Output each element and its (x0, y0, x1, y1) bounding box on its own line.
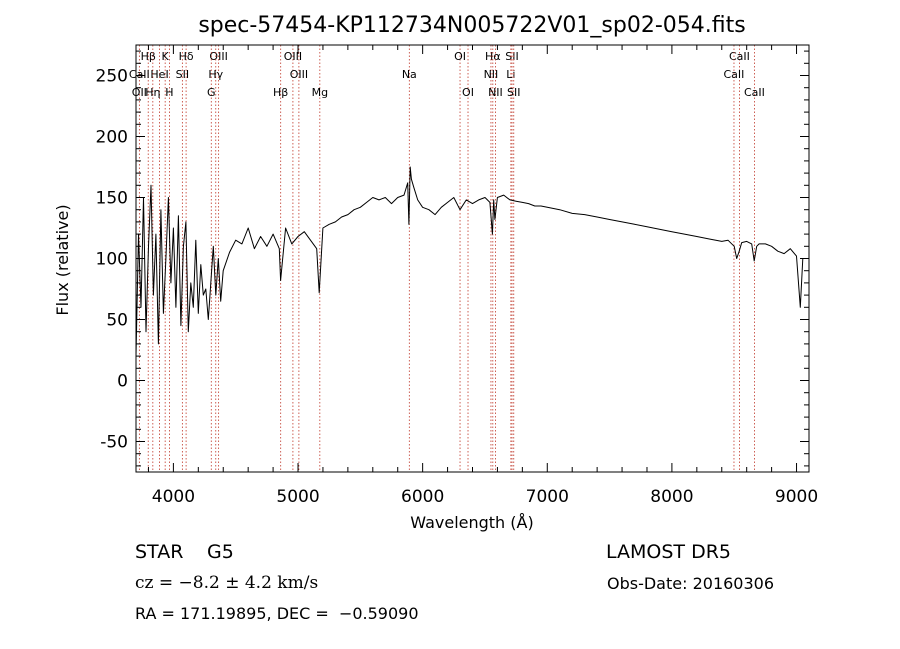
x-tick-label: 7000 (526, 487, 569, 507)
x-tick-label: 8000 (650, 487, 693, 507)
obs-date: Obs-Date: 20160306 (607, 574, 775, 593)
y-tick-label: 200 (96, 128, 128, 148)
line-marker-label: OI (454, 50, 466, 63)
line-marker-label: OIII (284, 50, 302, 63)
spectrum-series (135, 166, 804, 357)
line-marker-label: H (165, 86, 173, 99)
line-marker-label: SII (507, 86, 520, 99)
x-tick-label: 4000 (152, 487, 195, 507)
y-tick-label: 250 (96, 67, 128, 87)
line-marker-label: OIII (209, 50, 227, 63)
x-tick-label: 5000 (276, 487, 319, 507)
x-axis-label: Wavelength (Å) (410, 513, 533, 532)
x-tick-label: 9000 (775, 487, 818, 507)
line-marker-label: SII (176, 68, 189, 81)
line-marker-label: NII (484, 68, 499, 81)
line-marker-label: HeI (150, 68, 168, 81)
x-tick-label: 6000 (401, 487, 444, 507)
spectrum-line (135, 166, 804, 357)
line-marker-label: G (207, 86, 216, 99)
line-marker-label: Hδ (179, 50, 194, 63)
object-class: STAR (135, 541, 184, 563)
line-marker-label: Na (402, 68, 417, 81)
plot-frame (135, 44, 810, 473)
y-tick-label: 150 (96, 189, 128, 209)
line-marker-label: SII (505, 50, 518, 63)
line-marker-label: Hα (485, 50, 501, 63)
line-marker-label: Hβ (141, 50, 156, 63)
y-tick-label: 0 (117, 372, 128, 392)
line-marker-label: Li (506, 68, 515, 81)
y-tick-label: 50 (106, 311, 128, 331)
object-subclass: G5 (207, 541, 234, 563)
survey-label: LAMOST DR5 (606, 541, 731, 563)
line-marker-label: Hβ (273, 86, 288, 99)
line-marker-label: OIII (290, 68, 308, 81)
chart-title: spec-57454-KP112734N005722V01_sp02-054.f… (198, 13, 745, 38)
y-axis-label: Flux (relative) (53, 204, 72, 315)
line-marker-label: K (162, 50, 170, 63)
line-marker-label: OI (462, 86, 474, 99)
line-marker-label: CaII (129, 68, 150, 81)
y-tick-label: -50 (100, 433, 128, 453)
line-marker-label: Hη (145, 86, 160, 99)
y-tick-label: 100 (96, 250, 128, 270)
coordinates: RA = 171.19895, DEC = −0.59090 (135, 604, 419, 623)
line-marker-label: CaII (724, 68, 745, 81)
line-marker-label: Mg (312, 86, 328, 99)
redshift-cz: cz = −8.2 ± 4.2 km/s (135, 573, 319, 593)
line-marker-label: CaII (744, 86, 765, 99)
line-marker-label: Hγ (208, 68, 223, 81)
line-marker-label: CaII (729, 50, 750, 63)
axis-ticks: 4000 5000 6000 7000 8000 9000 -50 0 50 100 150 200 2… (96, 45, 818, 507)
line-marker-label: NII (488, 86, 503, 99)
